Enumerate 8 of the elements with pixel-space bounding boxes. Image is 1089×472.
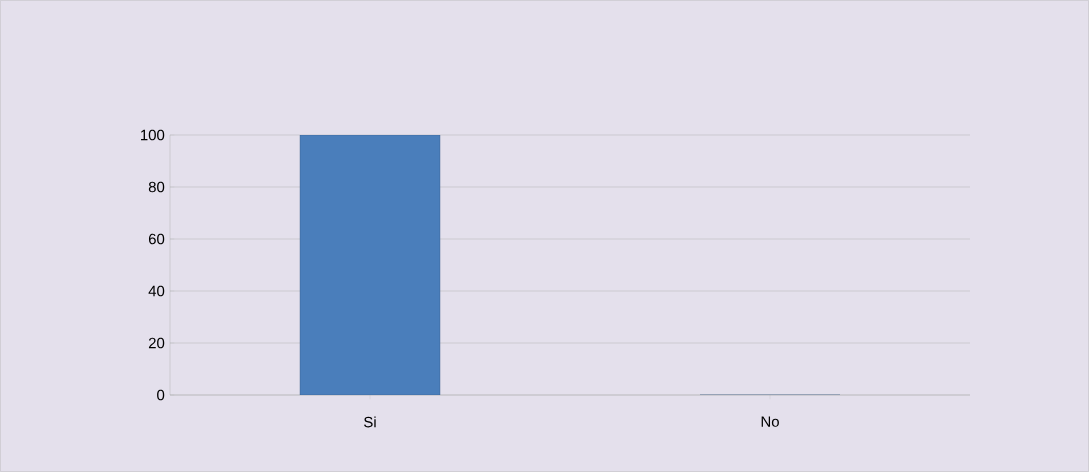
x-tick-label: No: [761, 416, 779, 427]
x-tick-label: Si: [364, 416, 376, 428]
y-tick-label: 40: [148, 285, 165, 297]
y-tick-label: 60: [148, 233, 165, 245]
y-tick-label: 20: [148, 337, 165, 349]
y-tick-label: 0: [157, 389, 165, 401]
y-tick-label: 80: [148, 181, 165, 193]
y-tick-label: 100: [141, 129, 165, 141]
